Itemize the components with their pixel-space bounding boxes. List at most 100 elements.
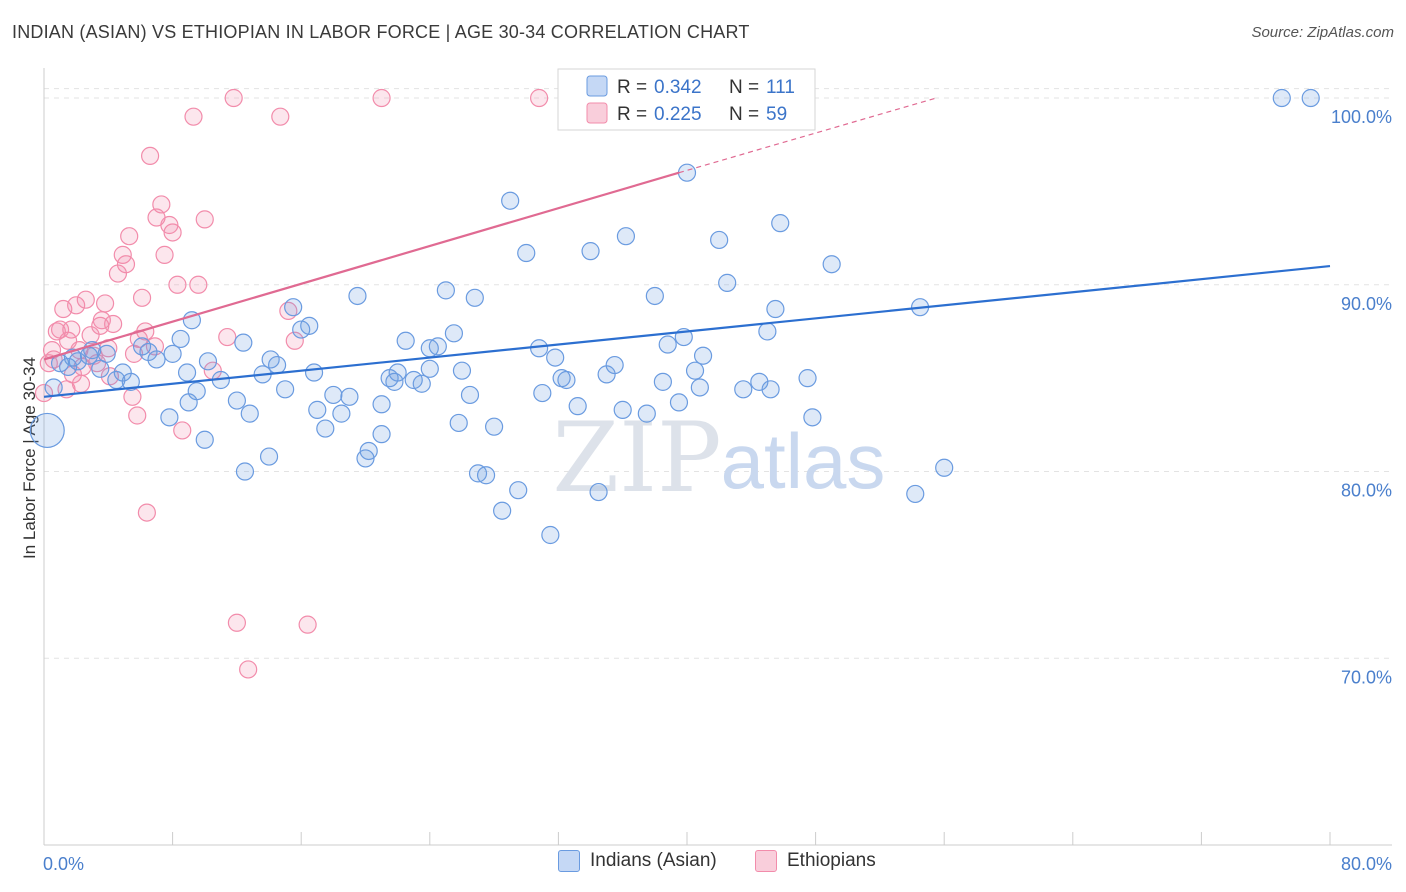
data-point-indians [485, 417, 504, 436]
gridlines [44, 88, 1392, 659]
data-point-ethiopians [123, 387, 142, 406]
y-tick-label: 100.0% [1331, 107, 1392, 127]
data-point-ethiopians [132, 288, 152, 307]
data-point-indians [906, 484, 925, 504]
data-point-indians [771, 214, 790, 233]
data-point-ethiopians [76, 290, 95, 309]
data-point-ethiopians [155, 245, 174, 264]
data-point-indians [530, 339, 549, 358]
watermark-atlas: atlas [721, 417, 886, 505]
data-point-indians [29, 412, 65, 449]
tick-labels: 70.0% 80.0% 90.0% 100.0% 0.0% 80.0% [43, 107, 1392, 874]
legend-r-value: 0.342 [654, 77, 702, 98]
trend-line-indians [43, 264, 1331, 398]
data-point-indians [637, 404, 656, 423]
data-point-ethiopians [163, 223, 182, 242]
data-point-indians [396, 331, 415, 350]
data-point-ethiopians [372, 88, 391, 108]
data-point-indians [428, 337, 447, 356]
legend-label-indians: Indians (Asian) [590, 850, 717, 871]
legend-r-label: R = [617, 104, 647, 125]
trend-line-ethiopians [43, 171, 680, 361]
data-point-indians [493, 501, 512, 520]
data-point-ethiopians [81, 326, 100, 345]
data-point-indians [240, 404, 259, 423]
data-point-indians [308, 400, 327, 419]
series-ethiopians [34, 88, 549, 679]
x-tick-label: 0.0% [43, 854, 84, 874]
data-point-ethiopians [104, 314, 123, 334]
data-point-indians [372, 395, 391, 414]
data-point-ethiopians [184, 107, 203, 126]
axes [43, 68, 1392, 846]
data-point-indians [348, 286, 367, 306]
data-point-ethiopians [530, 88, 549, 108]
data-point-indians [509, 481, 528, 500]
data-point-indians [177, 363, 197, 382]
data-point-indians [91, 359, 110, 378]
data-point-indians [465, 288, 484, 307]
data-point-indians [616, 227, 636, 246]
data-point-ethiopians [271, 107, 290, 126]
data-point-indians [1272, 88, 1291, 108]
data-point-indians [324, 385, 343, 405]
watermark-zip: ZIP [552, 402, 721, 514]
data-point-indians [690, 378, 709, 397]
legend-r-label: R = [617, 77, 647, 98]
data-point-indians [693, 346, 713, 365]
data-point-ethiopians [195, 210, 214, 229]
data-point-indians [669, 393, 689, 412]
legend-swatch [586, 102, 608, 124]
data-point-indians [420, 359, 439, 378]
data-point-indians [388, 363, 407, 382]
data-point-indians [267, 355, 287, 375]
data-point-indians [198, 352, 218, 371]
data-point-indians [653, 372, 672, 391]
legend-swatch [586, 75, 608, 97]
y-tick-label: 80.0% [1341, 481, 1392, 501]
data-point-indians [68, 352, 87, 371]
y-tick-label: 70.0% [1341, 667, 1392, 687]
data-point-indians [359, 441, 378, 461]
data-point-indians [718, 273, 737, 292]
data-point-indians [227, 391, 246, 410]
data-point-ethiopians [92, 311, 111, 330]
data-point-indians [316, 419, 335, 438]
data-point-indians [761, 380, 780, 399]
data-point-indians [182, 311, 201, 330]
data-point-indians [97, 344, 116, 363]
legend-item-ethiopians: Ethiopians [755, 850, 876, 872]
legend-n-label: N = [729, 104, 759, 125]
data-point-ethiopians [218, 327, 237, 347]
data-point-ethiopians [168, 275, 187, 294]
data-point-indians [449, 413, 468, 433]
legend-n-label: N = [729, 77, 759, 98]
data-point-indians [476, 466, 496, 485]
data-point-ethiopians [224, 88, 243, 108]
data-point-ethiopians [95, 294, 115, 313]
data-point-ethiopians [239, 660, 258, 679]
data-point-indians [412, 374, 431, 393]
data-point-indians [235, 462, 255, 481]
data-point-indians [171, 329, 190, 349]
data-point-indians [546, 348, 565, 367]
data-point-indians [300, 316, 319, 335]
legend-swatch-ethiopians [755, 850, 777, 872]
data-point-indians [276, 380, 295, 399]
data-point-ethiopians [67, 296, 86, 315]
data-point-indians [59, 357, 78, 377]
data-point-indians [557, 370, 576, 390]
data-point-indians [766, 299, 785, 319]
data-point-indians [517, 243, 536, 263]
data-point-ethiopians [140, 146, 160, 166]
data-point-indians [444, 324, 464, 343]
data-point-indians [332, 404, 351, 423]
legend-stats: R = 0.342 N = 111 R = 0.225 N = 59 [557, 68, 816, 131]
data-point-ethiopians [285, 331, 304, 350]
data-point-indians [179, 393, 198, 412]
data-point-indians [822, 255, 841, 274]
data-point-indians [589, 482, 608, 502]
data-point-indians [452, 361, 472, 380]
bottom-legend: Indians (Asian) Ethiopians [0, 850, 1406, 880]
